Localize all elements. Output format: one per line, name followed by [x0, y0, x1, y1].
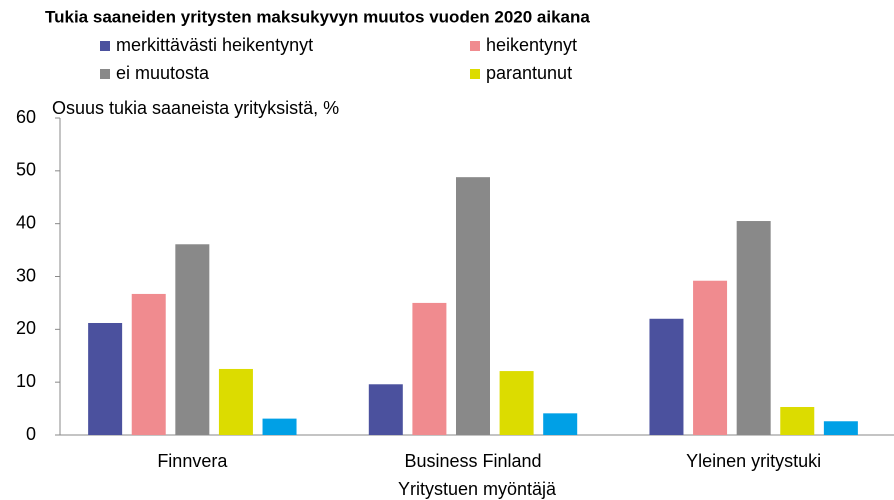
bar: [693, 280, 728, 435]
x-tick-label: Yleinen yritystuki: [686, 451, 821, 471]
x-tick-label: Finnvera: [157, 451, 228, 471]
chart-title: Tukia saaneiden yritysten maksukyvyn muu…: [45, 7, 590, 26]
legend-swatch: [470, 41, 480, 51]
y-tick-label: 30: [16, 265, 36, 285]
bar: [649, 318, 684, 435]
bar: [175, 244, 210, 435]
legend-swatch: [470, 69, 480, 79]
bar: [823, 421, 858, 435]
y-axis-label: Osuus tukia saaneista yrityksistä, %: [52, 98, 339, 118]
bar: [543, 413, 578, 435]
y-tick-label: 0: [26, 424, 36, 444]
legend-swatch: [100, 41, 110, 51]
legend-label: parantunut: [486, 63, 572, 83]
bar: [456, 177, 490, 435]
legend-label: ei muutosta: [116, 63, 210, 83]
y-tick-label: 40: [16, 212, 36, 232]
bar: [736, 221, 771, 435]
y-tick-label: 20: [16, 318, 36, 338]
legend-label: heikentynyt: [486, 35, 577, 55]
y-tick-label: 10: [16, 371, 36, 391]
legend-label: merkittävästi heikentynyt: [116, 35, 313, 55]
bar: [218, 368, 253, 435]
y-tick-label: 60: [16, 107, 36, 127]
legend-swatch: [100, 69, 110, 79]
bar: [131, 293, 166, 435]
y-tick-label: 50: [16, 160, 36, 180]
bar: [499, 371, 534, 435]
bar: [262, 418, 297, 435]
x-tick-label: Business Finland: [404, 451, 541, 471]
bar: [88, 322, 123, 435]
x-axis-label: Yritystuen myöntäjä: [398, 479, 557, 499]
bar: [780, 406, 815, 435]
bar: [412, 302, 447, 435]
bar: [368, 384, 403, 435]
